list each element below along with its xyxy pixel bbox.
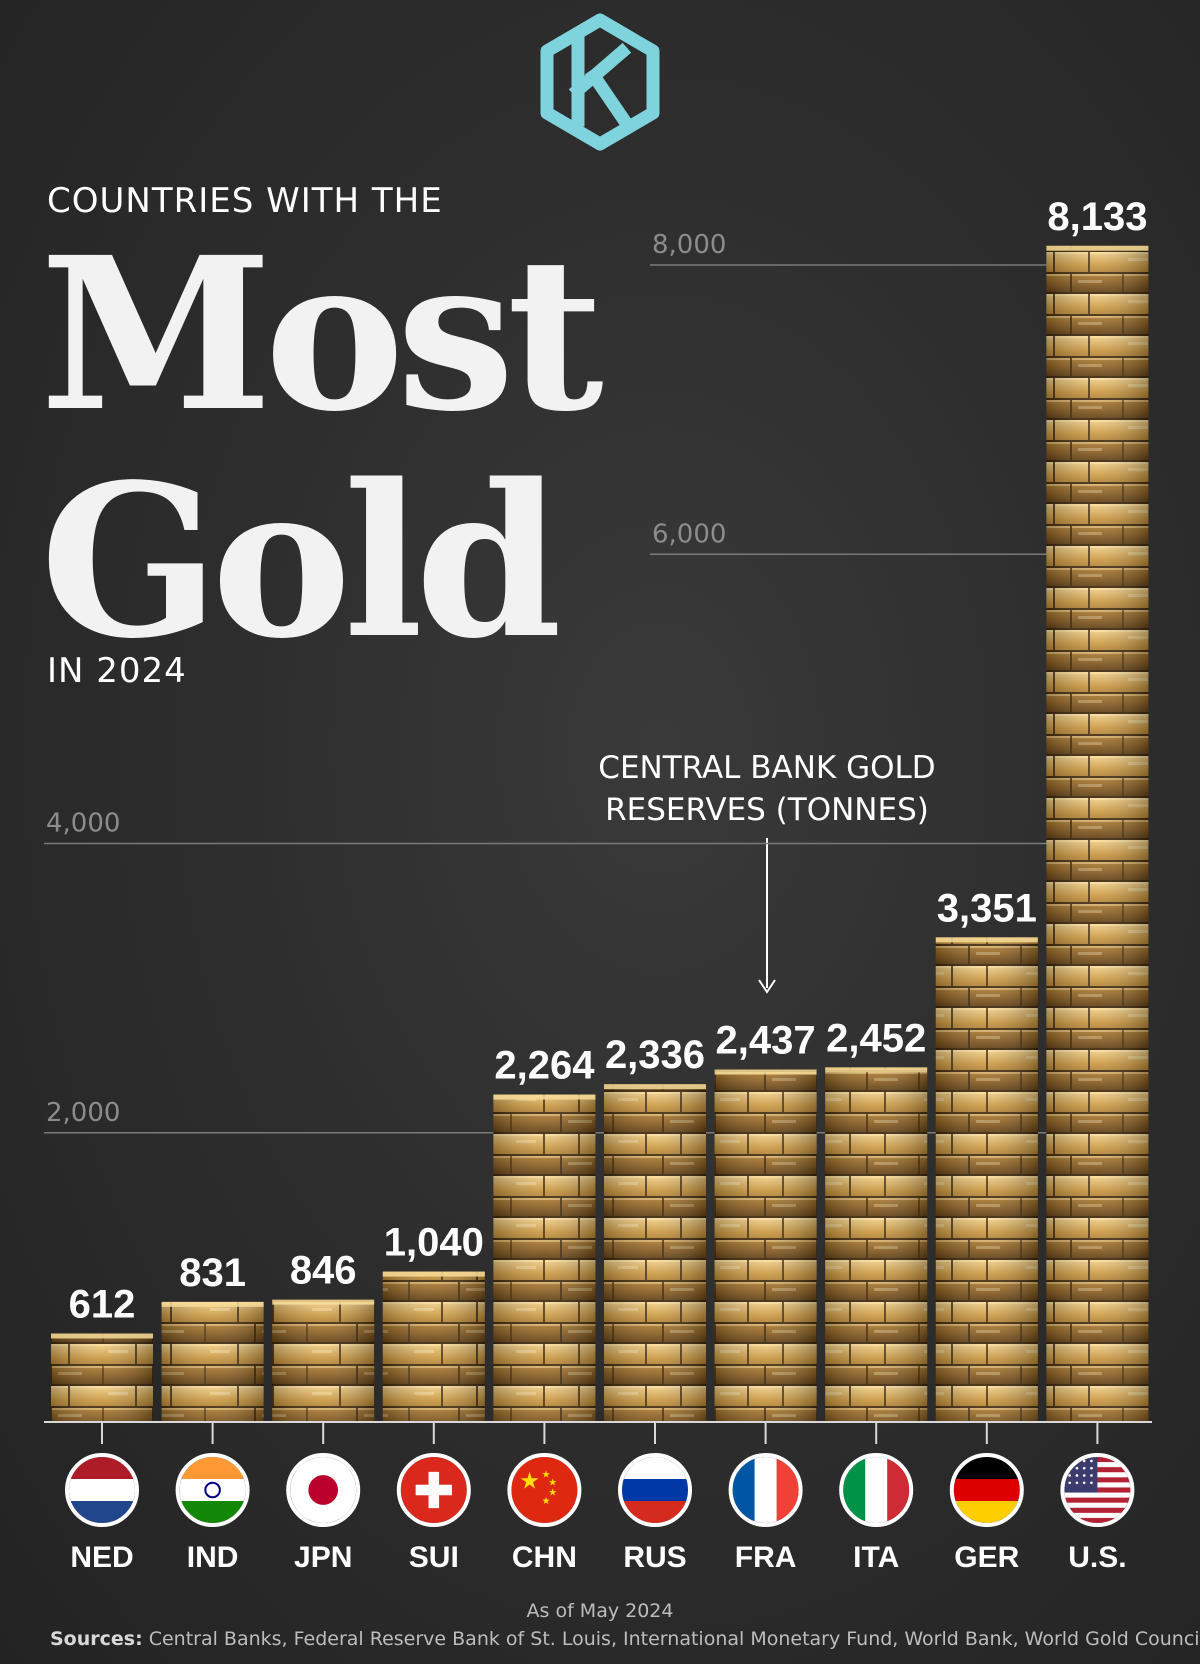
- y-tick-label: 4,000: [46, 809, 120, 839]
- value-label-RUS: 2,336: [605, 1033, 705, 1077]
- bar-top-highlight: [825, 1067, 928, 1073]
- title-subtitle: IN 2024: [47, 651, 187, 691]
- bar-top-highlight: [714, 1069, 817, 1075]
- flag-ger-icon: [949, 1453, 1024, 1527]
- bar-top-highlight: [161, 1301, 264, 1307]
- category-label-CHN: CHN: [512, 1541, 577, 1574]
- flag-ita-icon: [839, 1453, 914, 1527]
- category-label-U.S.: U.S.: [1068, 1541, 1126, 1574]
- bar-U.S.: [1046, 245, 1149, 1422]
- bar-RUS: [604, 1084, 706, 1422]
- bar-shading: [825, 1067, 928, 1422]
- y-tick-label: 2,000: [46, 1098, 120, 1128]
- footer-sources: Sources: Central Banks, Federal Reserve B…: [50, 1628, 1200, 1650]
- flag-us-icon: [1060, 1453, 1135, 1527]
- svg-text:★: ★: [542, 1469, 551, 1480]
- category-label-SUI: SUI: [409, 1541, 459, 1574]
- y-tick-label: 6,000: [652, 519, 726, 549]
- footer-sources-label: Sources:: [50, 1628, 143, 1650]
- flag-chn-icon: ★ ★★★★: [507, 1453, 582, 1527]
- footer-as-of: As of May 2024: [527, 1600, 674, 1622]
- value-label-CHN: 2,264: [494, 1044, 595, 1088]
- value-label-JPN: 846: [290, 1249, 357, 1293]
- bar-shading: [161, 1301, 264, 1422]
- bar-top-highlight: [1046, 245, 1149, 251]
- country-flags: NED IND JPN SUI★ ★★★★CHN RUS FRA ITA GER U.S.: [65, 1422, 1135, 1574]
- bar-shading: [493, 1094, 596, 1422]
- axis-annotation-line2: RESERVES (TONNES): [605, 792, 929, 828]
- bar-shading: [1046, 245, 1149, 1422]
- bar-ITA: [825, 1067, 928, 1422]
- bar-shading: [272, 1299, 375, 1422]
- category-label-ITA: ITA: [853, 1541, 899, 1574]
- bar-IND: [161, 1301, 264, 1422]
- svg-text:★: ★: [542, 1496, 551, 1507]
- category-label-JPN: JPN: [294, 1541, 352, 1574]
- value-label-U.S.: 8,133: [1047, 195, 1147, 239]
- flag-rus-icon: [618, 1453, 692, 1527]
- value-label-IND: 831: [179, 1251, 246, 1295]
- bars: [51, 245, 1149, 1422]
- value-labels: 612 831 846 1,040 2,264 2,336 2,437 2,452 3,351 8…: [69, 195, 1148, 1327]
- title-main-gold: Gold: [40, 438, 557, 685]
- category-label-IND: IND: [187, 1541, 239, 1574]
- bar-top-highlight: [935, 937, 1038, 943]
- flag-ned-icon: [65, 1453, 139, 1527]
- bar-top-highlight: [493, 1094, 596, 1100]
- value-label-NED: 612: [69, 1282, 136, 1326]
- category-label-GER: GER: [954, 1541, 1019, 1574]
- svg-text:★: ★: [519, 1468, 540, 1494]
- bar-shading: [714, 1069, 817, 1422]
- bar-FRA: [714, 1069, 817, 1422]
- value-label-FRA: 2,437: [716, 1019, 816, 1063]
- title-main-most: Most: [40, 211, 603, 458]
- bar-shading: [604, 1084, 706, 1422]
- axis-annotation-line1: CENTRAL BANK GOLD: [598, 750, 935, 786]
- svg-text:★: ★: [548, 1488, 557, 1499]
- title-kicker: COUNTRIES WITH THE: [47, 181, 443, 221]
- value-label-GER: 3,351: [937, 886, 1037, 930]
- flag-ind-icon: [175, 1453, 250, 1527]
- bar-shading: [382, 1271, 485, 1422]
- value-label-SUI: 1,040: [384, 1221, 484, 1265]
- value-label-ITA: 2,452: [826, 1016, 926, 1060]
- footer-sources-text: Central Banks, Federal Reserve Bank of S…: [149, 1628, 1200, 1650]
- annotation-arrow-icon: [758, 838, 776, 994]
- bar-top-highlight: [272, 1299, 375, 1305]
- logo-k-hexagon-icon: [540, 13, 660, 151]
- bar-JPN: [272, 1299, 375, 1422]
- bar-top-highlight: [382, 1271, 485, 1277]
- bar-top-highlight: [604, 1084, 706, 1090]
- category-label-NED: NED: [70, 1541, 133, 1574]
- bar-SUI: [382, 1271, 485, 1422]
- category-label-RUS: RUS: [623, 1541, 686, 1574]
- svg-text:★: ★: [548, 1478, 557, 1489]
- bar-GER: [935, 937, 1038, 1422]
- bar-shading: [51, 1333, 153, 1422]
- flag-fra-icon: [728, 1453, 803, 1527]
- category-label-FRA: FRA: [735, 1541, 797, 1574]
- y-tick-label: 8,000: [652, 230, 726, 260]
- flag-jpn-icon: [286, 1453, 361, 1527]
- bar-shading: [935, 937, 1038, 1422]
- bar-CHN: [493, 1094, 596, 1422]
- flag-sui-icon: [396, 1453, 471, 1527]
- bar-NED: [51, 1333, 153, 1422]
- bar-top-highlight: [51, 1333, 153, 1339]
